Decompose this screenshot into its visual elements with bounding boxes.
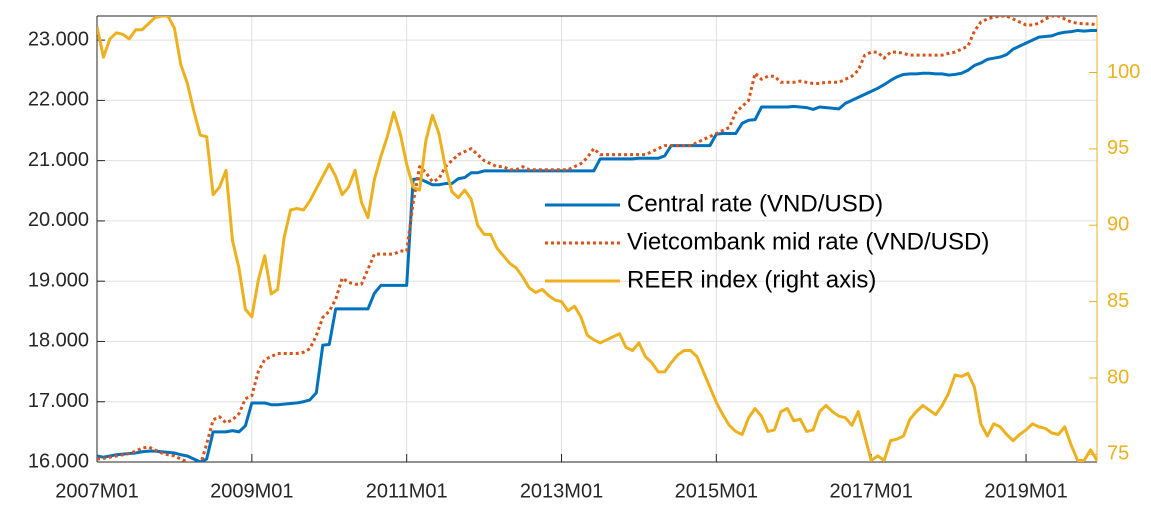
y2-tick-label: 80 <box>1107 366 1129 388</box>
series-line <box>97 16 1097 462</box>
x-tick-label: 2007M01 <box>55 480 138 502</box>
x-tick-label: 2009M01 <box>210 480 293 502</box>
x-tick-label: 2019M01 <box>984 480 1067 502</box>
y-tick-label: 23.000 <box>28 28 89 50</box>
y-tick-label: 17.000 <box>28 390 89 412</box>
x-tick-label: 2013M01 <box>520 480 603 502</box>
y2-tick-label: 75 <box>1107 443 1129 465</box>
legend-label: Vietcombank mid rate (VND/USD) <box>627 228 989 255</box>
series-line <box>97 28 1097 462</box>
series-group <box>97 16 1097 462</box>
y-tick-label: 21.000 <box>28 149 89 171</box>
legend-label: REER index (right axis) <box>627 266 876 293</box>
y2-tick-label: 85 <box>1107 290 1129 312</box>
y2-tick-label: 100 <box>1107 61 1140 83</box>
y2-tick-label: 95 <box>1107 137 1129 159</box>
y-tick-label: 18.000 <box>28 330 89 352</box>
y-tick-label: 22.000 <box>28 89 89 111</box>
y-tick-label: 19.000 <box>28 269 89 291</box>
x-tick-label: 2015M01 <box>675 480 758 502</box>
y-tick-label: 20.000 <box>28 209 89 231</box>
y-tick-label: 16.000 <box>28 450 89 472</box>
legend-label: Central rate (VND/USD) <box>627 190 883 217</box>
y2-tick-label: 90 <box>1107 214 1129 236</box>
x-tick-label: 2011M01 <box>366 480 448 502</box>
series-line <box>97 16 1097 462</box>
x-tick-label: 2017M01 <box>829 480 912 502</box>
